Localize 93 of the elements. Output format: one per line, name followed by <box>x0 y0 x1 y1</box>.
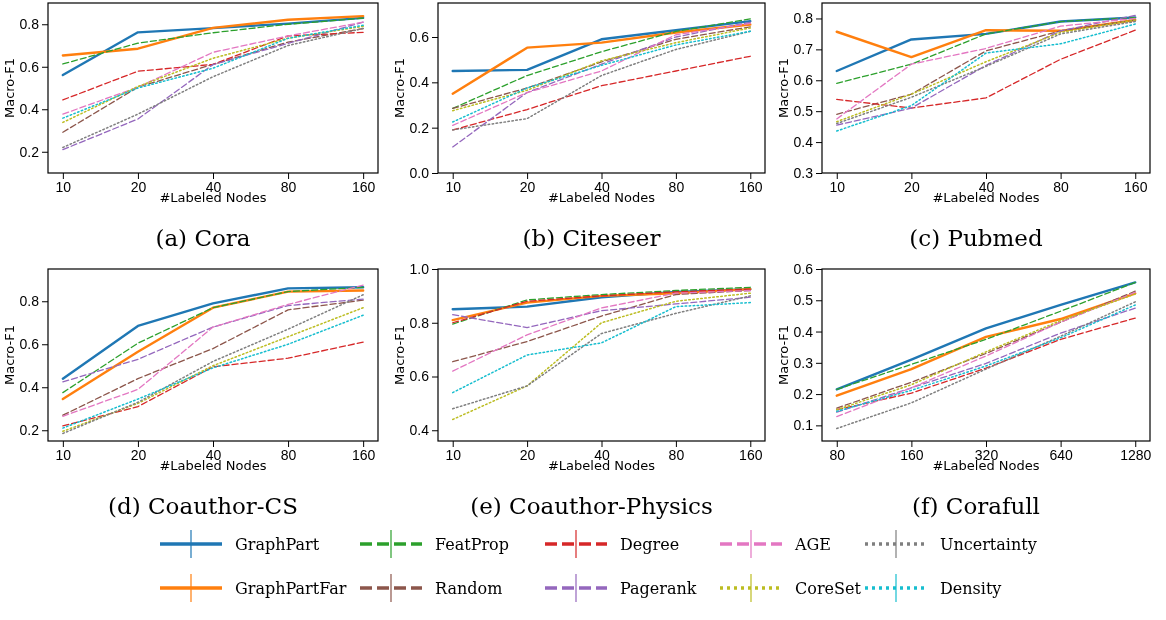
x-tick-label: 160 <box>1124 178 1148 195</box>
line-series <box>452 296 751 329</box>
line-series <box>451 19 752 73</box>
x-tick-label: 640 <box>1049 446 1074 463</box>
line-series <box>62 31 364 101</box>
line-series <box>452 55 751 131</box>
y-tick-label: 0.2 <box>19 422 40 439</box>
legend-label: AGE <box>794 535 832 554</box>
y-tick-label: 0.8 <box>409 314 430 331</box>
legend-label: Density <box>940 579 1002 598</box>
y-tick-label: 0.6 <box>793 72 814 89</box>
legend-label: Uncertainty <box>940 535 1037 554</box>
x-tick-label: 20 <box>904 178 920 195</box>
x-tick-label: 40 <box>594 178 610 195</box>
legend-label: GraphPartFar <box>235 579 347 598</box>
text: (c) Pubmed <box>909 225 1043 251</box>
legend-label: Random <box>435 579 503 598</box>
x-tick-label: 80 <box>668 446 685 463</box>
x-tick-label: 160 <box>739 446 763 463</box>
legend-label: Pagerank <box>620 579 697 598</box>
y-tick-label: 0.5 <box>793 103 814 120</box>
x-tick-label: 160 <box>900 446 924 463</box>
text: (d) Coauthor-CS <box>108 493 298 519</box>
y-tick-label: 0.8 <box>793 10 814 27</box>
text: (e) Coauthor-Physics <box>470 493 713 519</box>
y-tick-label: 0.6 <box>409 368 430 385</box>
text: (b) Citeseer <box>522 225 661 251</box>
y-tick-label: 0.6 <box>793 260 814 277</box>
y-axis-title: Macro-F1 <box>776 324 791 386</box>
y-tick-label: 0.3 <box>793 354 814 371</box>
line-series <box>836 301 1136 430</box>
x-tick-label: 10 <box>445 178 462 195</box>
line-series <box>61 14 365 57</box>
y-tick-label: 0.4 <box>19 379 40 396</box>
y-tick-label: 0.6 <box>19 336 40 353</box>
y-tick-label: 0.5 <box>793 292 814 309</box>
y-axis-title: Macro-F1 <box>2 57 17 119</box>
line-series <box>61 16 365 77</box>
y-axis-title: Macro-F1 <box>2 324 17 386</box>
text: (f) Corafull <box>912 493 1040 519</box>
line-series <box>836 16 1136 85</box>
x-tick-label: 80 <box>668 178 685 195</box>
x-tick-label: 10 <box>829 178 846 195</box>
line-series <box>62 17 364 65</box>
x-tick-label: 160 <box>739 178 763 195</box>
line-series <box>451 23 752 95</box>
y-tick-label: 0.3 <box>793 164 814 181</box>
y-axis-title: Macro-F1 <box>392 57 407 119</box>
x-tick-label: 1280 <box>1120 446 1152 463</box>
y-tick-label: 0.4 <box>793 323 814 340</box>
y-tick-label: 0.6 <box>409 28 430 45</box>
x-tick-label: 20 <box>519 178 536 195</box>
x-tick-label: 80 <box>280 446 297 463</box>
text: (a) Cora <box>155 225 251 251</box>
y-tick-label: 0.2 <box>409 119 430 136</box>
legend-label: Degree <box>620 535 680 554</box>
x-tick-label: 10 <box>445 446 462 463</box>
y-tick-label: 0.2 <box>793 386 814 403</box>
y-tick-label: 0.4 <box>409 422 430 439</box>
x-tick-label: 80 <box>1053 178 1070 195</box>
y-tick-label: 0.0 <box>409 164 430 181</box>
x-tick-label: 10 <box>55 178 72 195</box>
y-tick-label: 0.1 <box>793 417 814 434</box>
line-series <box>835 18 1137 59</box>
x-tick-label: 160 <box>351 446 376 463</box>
x-tick-label: 80 <box>280 178 297 195</box>
y-axis-title: Macro-F1 <box>776 57 791 119</box>
line-series <box>62 341 364 427</box>
line-series <box>836 29 1136 109</box>
x-tick-label: 20 <box>130 446 147 463</box>
line-series <box>452 21 751 148</box>
x-tick-label: 20 <box>519 446 536 463</box>
y-axis-title: Macro-F1 <box>392 324 407 386</box>
y-tick-label: 0.8 <box>19 293 40 310</box>
line-series <box>62 298 364 383</box>
y-tick-label: 0.6 <box>19 58 40 75</box>
legend-label: GraphPart <box>235 535 320 554</box>
x-tick-label: 40 <box>594 446 610 463</box>
x-tick-label: 10 <box>55 446 72 463</box>
y-tick-label: 1.0 <box>409 260 430 277</box>
x-tick-label: 20 <box>130 178 147 195</box>
x-tick-label: 80 <box>829 446 846 463</box>
y-tick-label: 0.8 <box>19 16 40 33</box>
x-tick-label: 160 <box>351 178 376 195</box>
line-series <box>835 16 1137 73</box>
y-tick-label: 0.4 <box>409 74 430 91</box>
y-tick-label: 0.7 <box>793 41 814 58</box>
y-tick-label: 0.2 <box>19 143 40 160</box>
y-tick-label: 0.4 <box>19 101 40 118</box>
legend-label: CoreSet <box>795 579 862 598</box>
legend-label: FeatProp <box>435 535 509 554</box>
line-series <box>451 301 752 394</box>
y-tick-label: 0.4 <box>793 134 814 151</box>
